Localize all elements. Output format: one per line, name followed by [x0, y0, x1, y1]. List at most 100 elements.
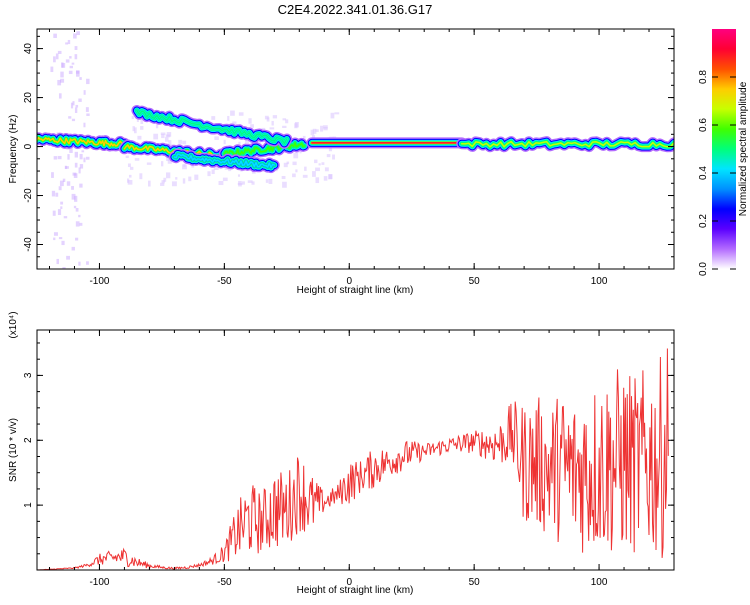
spectrogram-speckle [60, 71, 64, 78]
spectrogram-speckle [241, 181, 245, 185]
colorbar-label: Normalized spectral amplitude [738, 81, 749, 216]
spectrogram-speckle [320, 125, 324, 132]
spectrogram-speckle [311, 135, 316, 139]
spectrogram-speckle [166, 132, 172, 137]
spectrogram-speckle [58, 93, 62, 99]
snr-xtick-label: 0 [346, 577, 352, 588]
spectrogram-speckle [165, 134, 171, 138]
snr-ticks: -100 -50 0 50 100 1 2 3 [23, 330, 675, 588]
spectrogram-speckle [188, 176, 192, 182]
spectrogram-speckle [60, 78, 65, 83]
spectrogram-speckle [169, 144, 174, 147]
spectrogram-speckle [83, 157, 86, 163]
spectrogram-xtick-label: -50 [217, 276, 232, 287]
spectrogram-speckle [146, 162, 152, 165]
spectrogram-marks [37, 31, 674, 269]
spectrogram-speckle [72, 172, 77, 176]
spectrogram-speckle [55, 192, 59, 197]
snr-ytick-label: 3 [23, 372, 34, 378]
spectrogram-speckle [282, 125, 287, 129]
spectrogram-speckle [62, 178, 66, 182]
spectrogram-speckle [129, 166, 134, 170]
spectrogram-speckle [281, 175, 286, 180]
spectrogram-speckle [257, 154, 261, 160]
spectrogram-speckle [70, 102, 74, 109]
snr-xtick-label: 50 [469, 577, 481, 588]
spectrogram-speckle [244, 137, 250, 144]
spectrogram-speckle [271, 120, 274, 126]
spectrogram-speckle [131, 115, 134, 120]
spectrogram-speckle [79, 164, 84, 169]
snr-xtick-label: -100 [89, 577, 109, 588]
spectrogram-speckle [139, 173, 143, 180]
spectrogram-speckle [69, 65, 73, 69]
spectrogram-xtick-label: -100 [89, 276, 109, 287]
spectrogram-speckle [53, 33, 57, 38]
spectrogram-speckle [163, 177, 167, 182]
spectrogram-speckle [74, 162, 78, 168]
spectrogram-speckle [232, 121, 237, 125]
spectrogram-speckle [238, 112, 244, 116]
spectrogram-speckle [52, 210, 56, 216]
spectrogram-speckle [223, 139, 226, 145]
spectrogram-speckle [155, 123, 159, 129]
spectrogram-speckle [86, 113, 90, 116]
spectrogram-xtick-label: 100 [591, 276, 608, 287]
spectrogram-speckle [76, 70, 80, 77]
spectrogram-main-trace-segment-1 [37, 132, 130, 152]
spectrogram-speckle [56, 258, 59, 265]
spectrogram-frame [36, 28, 675, 270]
spectrogram-speckle [67, 39, 71, 45]
spectrogram-speckle [128, 174, 132, 178]
spectrogram-speckle [72, 101, 75, 106]
colorbar-tick-label: 0.6 [698, 118, 709, 132]
spectrogram-speckle [78, 261, 81, 266]
spectrogram-speckle [318, 163, 321, 166]
snr-xlabel: Height of straight line (km) [297, 585, 414, 596]
spectrogram-speckle [328, 174, 333, 180]
spectrogram-speckle [269, 127, 275, 130]
spectrogram-speckle [214, 136, 219, 140]
spectrogram-speckle [64, 165, 67, 170]
spectrogram-speckle [282, 181, 287, 188]
spectrogram-speckle [238, 141, 241, 146]
spectrogram-speckle [148, 180, 151, 187]
spectrogram-speckle [137, 135, 142, 140]
spectrogram-speckle [69, 56, 72, 59]
spectrogram-speckle [61, 240, 65, 246]
spectrogram-speckle [85, 107, 89, 112]
spectrogram-speckle [68, 116, 72, 119]
spectrogram-speckle [323, 176, 328, 181]
spectrogram-speckle [67, 154, 70, 160]
colorbar-tick-label: 0.8 [698, 70, 709, 84]
spectrogram-speckle [78, 98, 82, 102]
spectrogram-speckle [60, 201, 64, 205]
spectrogram-ytick-label: 40 [23, 43, 34, 55]
spectrogram-speckle [237, 174, 241, 177]
spectrogram-speckle [310, 129, 315, 136]
spectrogram-speckle [332, 154, 335, 160]
spectrogram-speckle [182, 140, 187, 145]
spectrogram-ylabel: Frequency (Hz) [8, 115, 19, 184]
spectrogram-speckle [78, 167, 81, 174]
spectrogram-speckle [134, 158, 140, 161]
spectrogram-speckle [58, 237, 63, 240]
spectrogram-speckle [125, 155, 129, 159]
colorbar-tick-label: 0.4 [698, 166, 709, 180]
spectrogram-xlabel: Height of straight line (km) [297, 285, 414, 296]
spectrogram-speckle [160, 182, 165, 186]
spectrogram-speckle [211, 116, 216, 120]
spectrogram-speckle [166, 172, 171, 179]
spectrogram-ytick-label: -20 [23, 188, 34, 203]
spectrogram-speckle [68, 70, 73, 75]
spectrogram-speckle [74, 195, 78, 202]
spectrogram-speckle [312, 171, 316, 177]
spectrogram-speckle [136, 118, 139, 122]
snr-series-line [37, 348, 669, 570]
spectrogram-upper-branch [131, 105, 293, 149]
spectrogram-speckle [321, 162, 325, 165]
spectrogram-speckle [79, 183, 83, 188]
snr-marks [37, 348, 669, 570]
spectrogram-speckle [328, 147, 333, 152]
